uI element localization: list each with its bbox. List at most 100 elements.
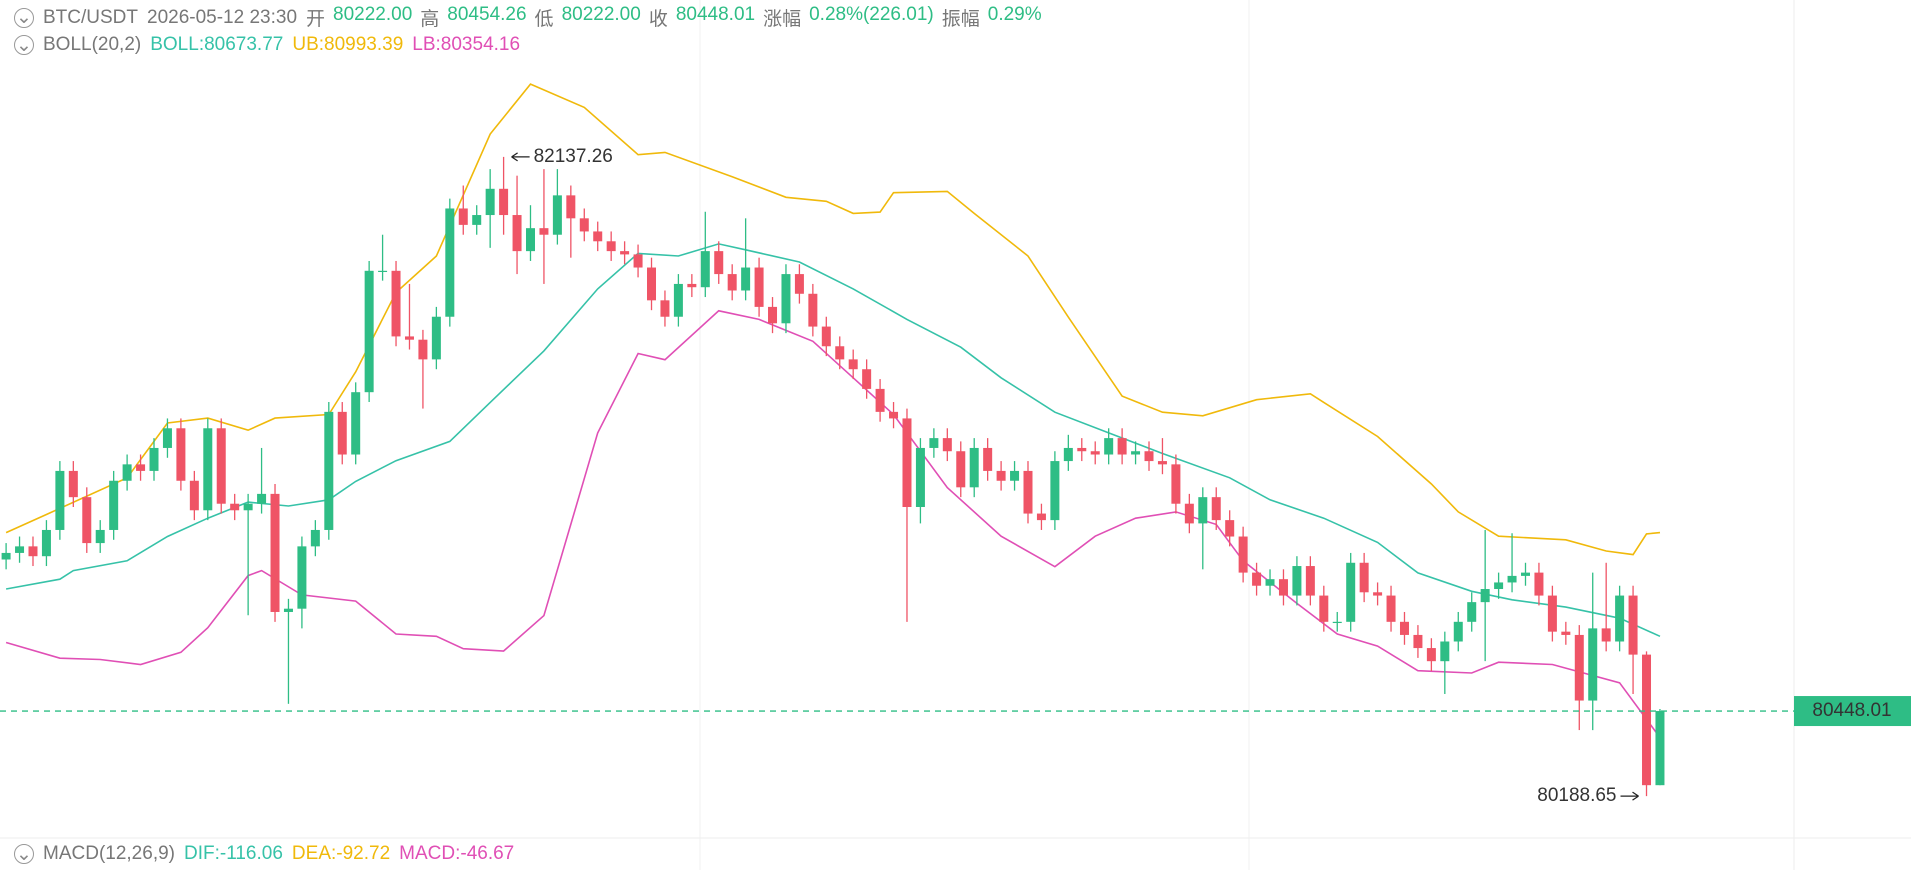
candle-body bbox=[1050, 461, 1060, 521]
candle-body bbox=[714, 251, 724, 275]
candle-body bbox=[1373, 592, 1383, 596]
candle-body bbox=[176, 428, 186, 481]
candle-body bbox=[136, 464, 146, 471]
price-tag bbox=[1794, 696, 1911, 727]
candle-body bbox=[633, 254, 643, 268]
ub-value: UB:80993.39 bbox=[292, 34, 404, 55]
candle-body bbox=[1211, 497, 1221, 521]
indicator-name[interactable]: MACD(12,26,9) bbox=[43, 843, 175, 864]
band-line bbox=[5, 83, 1661, 556]
candle-body bbox=[1332, 621, 1342, 624]
candle-body bbox=[1036, 513, 1046, 521]
candle-body bbox=[1077, 447, 1087, 452]
candle-body bbox=[109, 480, 119, 530]
field-value: 0.28%(226.01) bbox=[809, 4, 934, 25]
collapse-icon[interactable]: ⌄ bbox=[14, 35, 34, 56]
candle-body bbox=[230, 503, 240, 511]
candle-body bbox=[996, 470, 1006, 481]
macd-value: MACD:-46.67 bbox=[399, 843, 515, 864]
field-value: 80222.00 bbox=[561, 4, 641, 25]
candle-body bbox=[1520, 572, 1530, 576]
candle-body bbox=[727, 274, 737, 291]
candle-body bbox=[1090, 451, 1100, 455]
candle-body bbox=[1023, 470, 1033, 514]
candle-body bbox=[1574, 634, 1584, 701]
band-line bbox=[5, 243, 1661, 638]
candle-body bbox=[552, 195, 562, 235]
candle-body bbox=[1413, 634, 1423, 649]
candle-body bbox=[203, 428, 213, 511]
indicator-name[interactable]: BOLL(20,2) bbox=[43, 34, 142, 55]
candle-body bbox=[956, 451, 966, 488]
dif-value: DIF:-116.06 bbox=[184, 843, 283, 864]
candle-body bbox=[28, 546, 38, 557]
candle-body bbox=[472, 215, 482, 225]
candle-body bbox=[647, 267, 657, 301]
candle-body bbox=[566, 195, 576, 219]
candle-body bbox=[1561, 631, 1571, 635]
candle-body bbox=[593, 231, 603, 242]
time: 2026-05-12 23:30 bbox=[147, 6, 298, 28]
candle-body bbox=[902, 418, 912, 508]
candle-body bbox=[862, 369, 872, 389]
candle-body bbox=[1494, 582, 1504, 590]
collapse-icon[interactable]: ⌄ bbox=[14, 844, 34, 865]
candle-body bbox=[391, 270, 401, 337]
field-value: 80454.26 bbox=[447, 4, 527, 25]
candle-body bbox=[1534, 572, 1544, 596]
candle-body bbox=[1386, 595, 1396, 622]
candle-body bbox=[162, 428, 172, 448]
macd-legend: ⌄ MACD(12,26,9) DIF:-116.06 DEA:-92.72 M… bbox=[14, 843, 514, 865]
candle-body bbox=[1601, 628, 1611, 642]
candle-body bbox=[754, 267, 764, 307]
dea-value: DEA:-92.72 bbox=[291, 843, 391, 864]
candle-body bbox=[122, 464, 132, 481]
candle-body bbox=[620, 251, 630, 255]
field-label: 涨幅 bbox=[763, 9, 802, 30]
candle-body bbox=[1628, 595, 1638, 655]
candle-body bbox=[458, 208, 468, 225]
candle-body bbox=[969, 447, 979, 488]
candle-body bbox=[1399, 621, 1409, 635]
candle-body bbox=[1655, 711, 1665, 786]
candle-body bbox=[1588, 628, 1598, 701]
candle-body bbox=[283, 608, 293, 612]
candle-body bbox=[1010, 470, 1020, 481]
candle-body bbox=[404, 336, 414, 340]
candle-body bbox=[1346, 562, 1356, 622]
annotation-label: 82137.26 bbox=[534, 146, 613, 167]
candle-body bbox=[915, 447, 925, 508]
candle-body bbox=[1615, 595, 1625, 642]
candle-body bbox=[1252, 572, 1262, 586]
candle-body bbox=[95, 529, 105, 544]
field-label: 收 bbox=[648, 9, 668, 30]
candle-body bbox=[606, 241, 616, 252]
candle-body bbox=[1547, 595, 1557, 632]
candle-body bbox=[149, 447, 159, 471]
arrow-head bbox=[511, 152, 518, 162]
candle-body bbox=[1157, 461, 1167, 465]
candle-body bbox=[1319, 595, 1329, 622]
candle-body bbox=[700, 251, 710, 288]
candle-body bbox=[1184, 503, 1194, 524]
arrow-head bbox=[1632, 791, 1639, 801]
field-value: 80448.01 bbox=[675, 4, 756, 25]
candle-body bbox=[1642, 654, 1652, 786]
collapse-icon[interactable]: ⌄ bbox=[14, 7, 34, 28]
candle-body bbox=[848, 359, 858, 370]
candle-body bbox=[216, 428, 226, 504]
field-label: 振幅 bbox=[941, 9, 980, 30]
candle-body bbox=[942, 438, 952, 452]
candle-body bbox=[1171, 464, 1181, 504]
candle-body bbox=[579, 218, 589, 232]
candle-body bbox=[297, 546, 307, 609]
symbol: BTC/USDT bbox=[43, 6, 138, 28]
boll-legend: ⌄ BOLL(20,2) BOLL:80673.77 UB:80993.39 L… bbox=[14, 34, 520, 56]
candle-body bbox=[351, 392, 361, 455]
candle-body bbox=[983, 447, 993, 471]
field-label: 低 bbox=[534, 9, 554, 30]
candle-body bbox=[445, 208, 455, 317]
candle-body bbox=[794, 274, 804, 294]
candle-body bbox=[1507, 575, 1517, 583]
